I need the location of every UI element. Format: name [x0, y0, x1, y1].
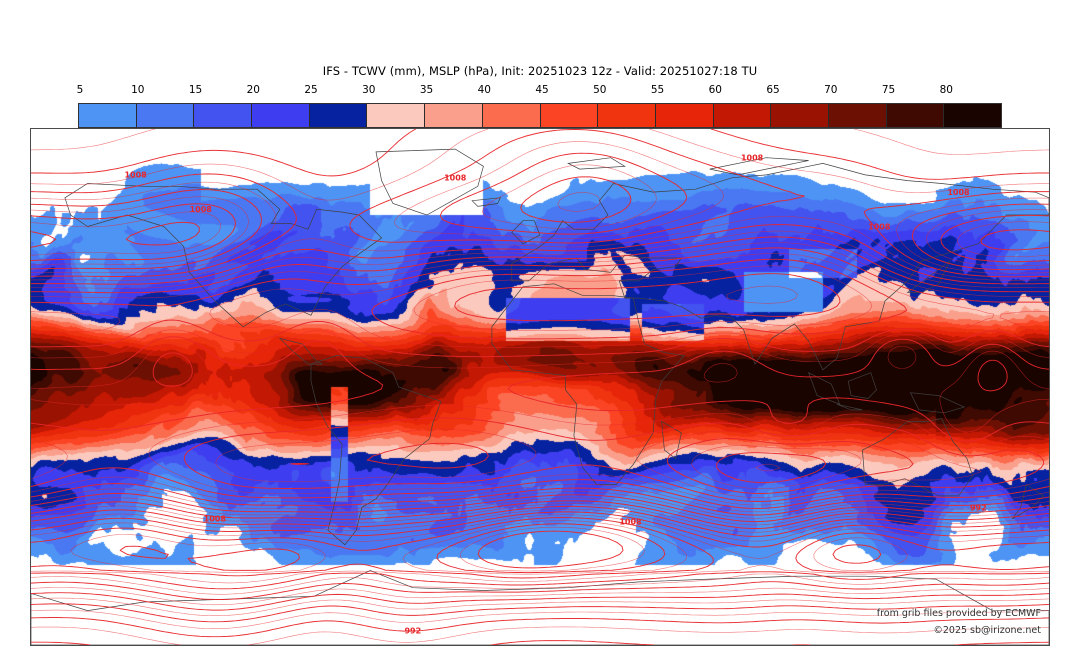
colorbar-swatch	[482, 104, 541, 127]
isobar-label: 1008	[947, 188, 970, 197]
colorbar-tick-label: 15	[188, 84, 203, 96]
isobar-labels: 1008 1008 1008 1008 1008 1008 1008 1008 992 992	[124, 154, 986, 636]
colorbar-tick-label: 55	[650, 84, 665, 96]
colorbar-swatch	[771, 104, 829, 127]
coastlines	[31, 148, 1049, 645]
isobar-label: 1008	[741, 154, 764, 163]
colorbar-tick-label: 5	[76, 84, 84, 96]
isobar-label: 1008	[124, 171, 147, 180]
colorbar-swatch	[425, 104, 483, 127]
colorbar-tick-label: 40	[477, 84, 491, 96]
colorbar-swatch	[540, 104, 599, 127]
mslp-isobars	[31, 129, 1049, 645]
colorbar-swatch	[367, 104, 426, 127]
colorbar-swatch	[136, 104, 195, 127]
colorbar-tick-label: 65	[766, 84, 780, 96]
isobar-label: 992	[404, 627, 421, 636]
colorbar-tick-labels: 5 10 15 20 25 30 35 40 45 50 55 60 65 70 75 80	[76, 84, 1002, 100]
colorbar-tick-label: 30	[362, 84, 376, 96]
colorbar-swatches	[78, 103, 1002, 128]
colorbar-tick-label: 45	[535, 84, 549, 96]
isobar-label: 1008	[204, 515, 227, 524]
colorbar-tick-label: 50	[593, 84, 607, 96]
colorbar-swatch	[598, 104, 656, 127]
page-title: IFS - TCWV (mm), MSLP (hPa), Init: 20251…	[322, 64, 758, 78]
colorbar-swatch	[828, 104, 887, 127]
colorbar-tick-label: 60	[708, 84, 722, 96]
isobar-label: 1008	[444, 174, 467, 183]
colorbar-tick-label: 10	[131, 84, 145, 96]
colorbar-swatch	[252, 104, 310, 127]
colorbar-tick-label: 80	[939, 84, 953, 96]
isobar-label: 1008	[619, 518, 642, 527]
colorbar-swatch	[944, 104, 1001, 127]
isobar-label: 992	[970, 503, 987, 512]
colorbar-swatch	[194, 104, 253, 127]
colorbar-swatch	[713, 104, 772, 127]
colorbar-swatch	[886, 104, 945, 127]
colorbar-swatch	[79, 104, 137, 127]
isobar-label: 1008	[190, 205, 213, 214]
colorbar-swatch	[655, 104, 714, 127]
mslp-and-coastlines-overlay: 1008 1008 1008 1008 1008 1008 1008 1008 992 992	[31, 129, 1049, 645]
tcwv-shaded-field	[31, 129, 1049, 645]
colorbar-tick-label: 75	[881, 84, 896, 96]
credit-source: from grib files provided by ECMWF	[876, 608, 1041, 619]
weather-map[interactable]: 1008 1008 1008 1008 1008 1008 1008 1008 992 992 f…	[30, 128, 1050, 646]
credit-copyright: ©2025 sb@irizone.net	[933, 625, 1041, 636]
colorbar-tick-label: 25	[304, 84, 318, 96]
colorbar-legend: 5 10 15 20 25 30 35 40 45 50 55 60 65 70 75 80	[76, 84, 1002, 130]
colorbar-tick-label: 35	[419, 84, 434, 96]
isobar-label: 1008	[868, 222, 891, 231]
colorbar-tick-label: 20	[246, 84, 260, 96]
colorbar-swatch	[309, 104, 368, 127]
colorbar-tick-label: 70	[824, 84, 838, 96]
